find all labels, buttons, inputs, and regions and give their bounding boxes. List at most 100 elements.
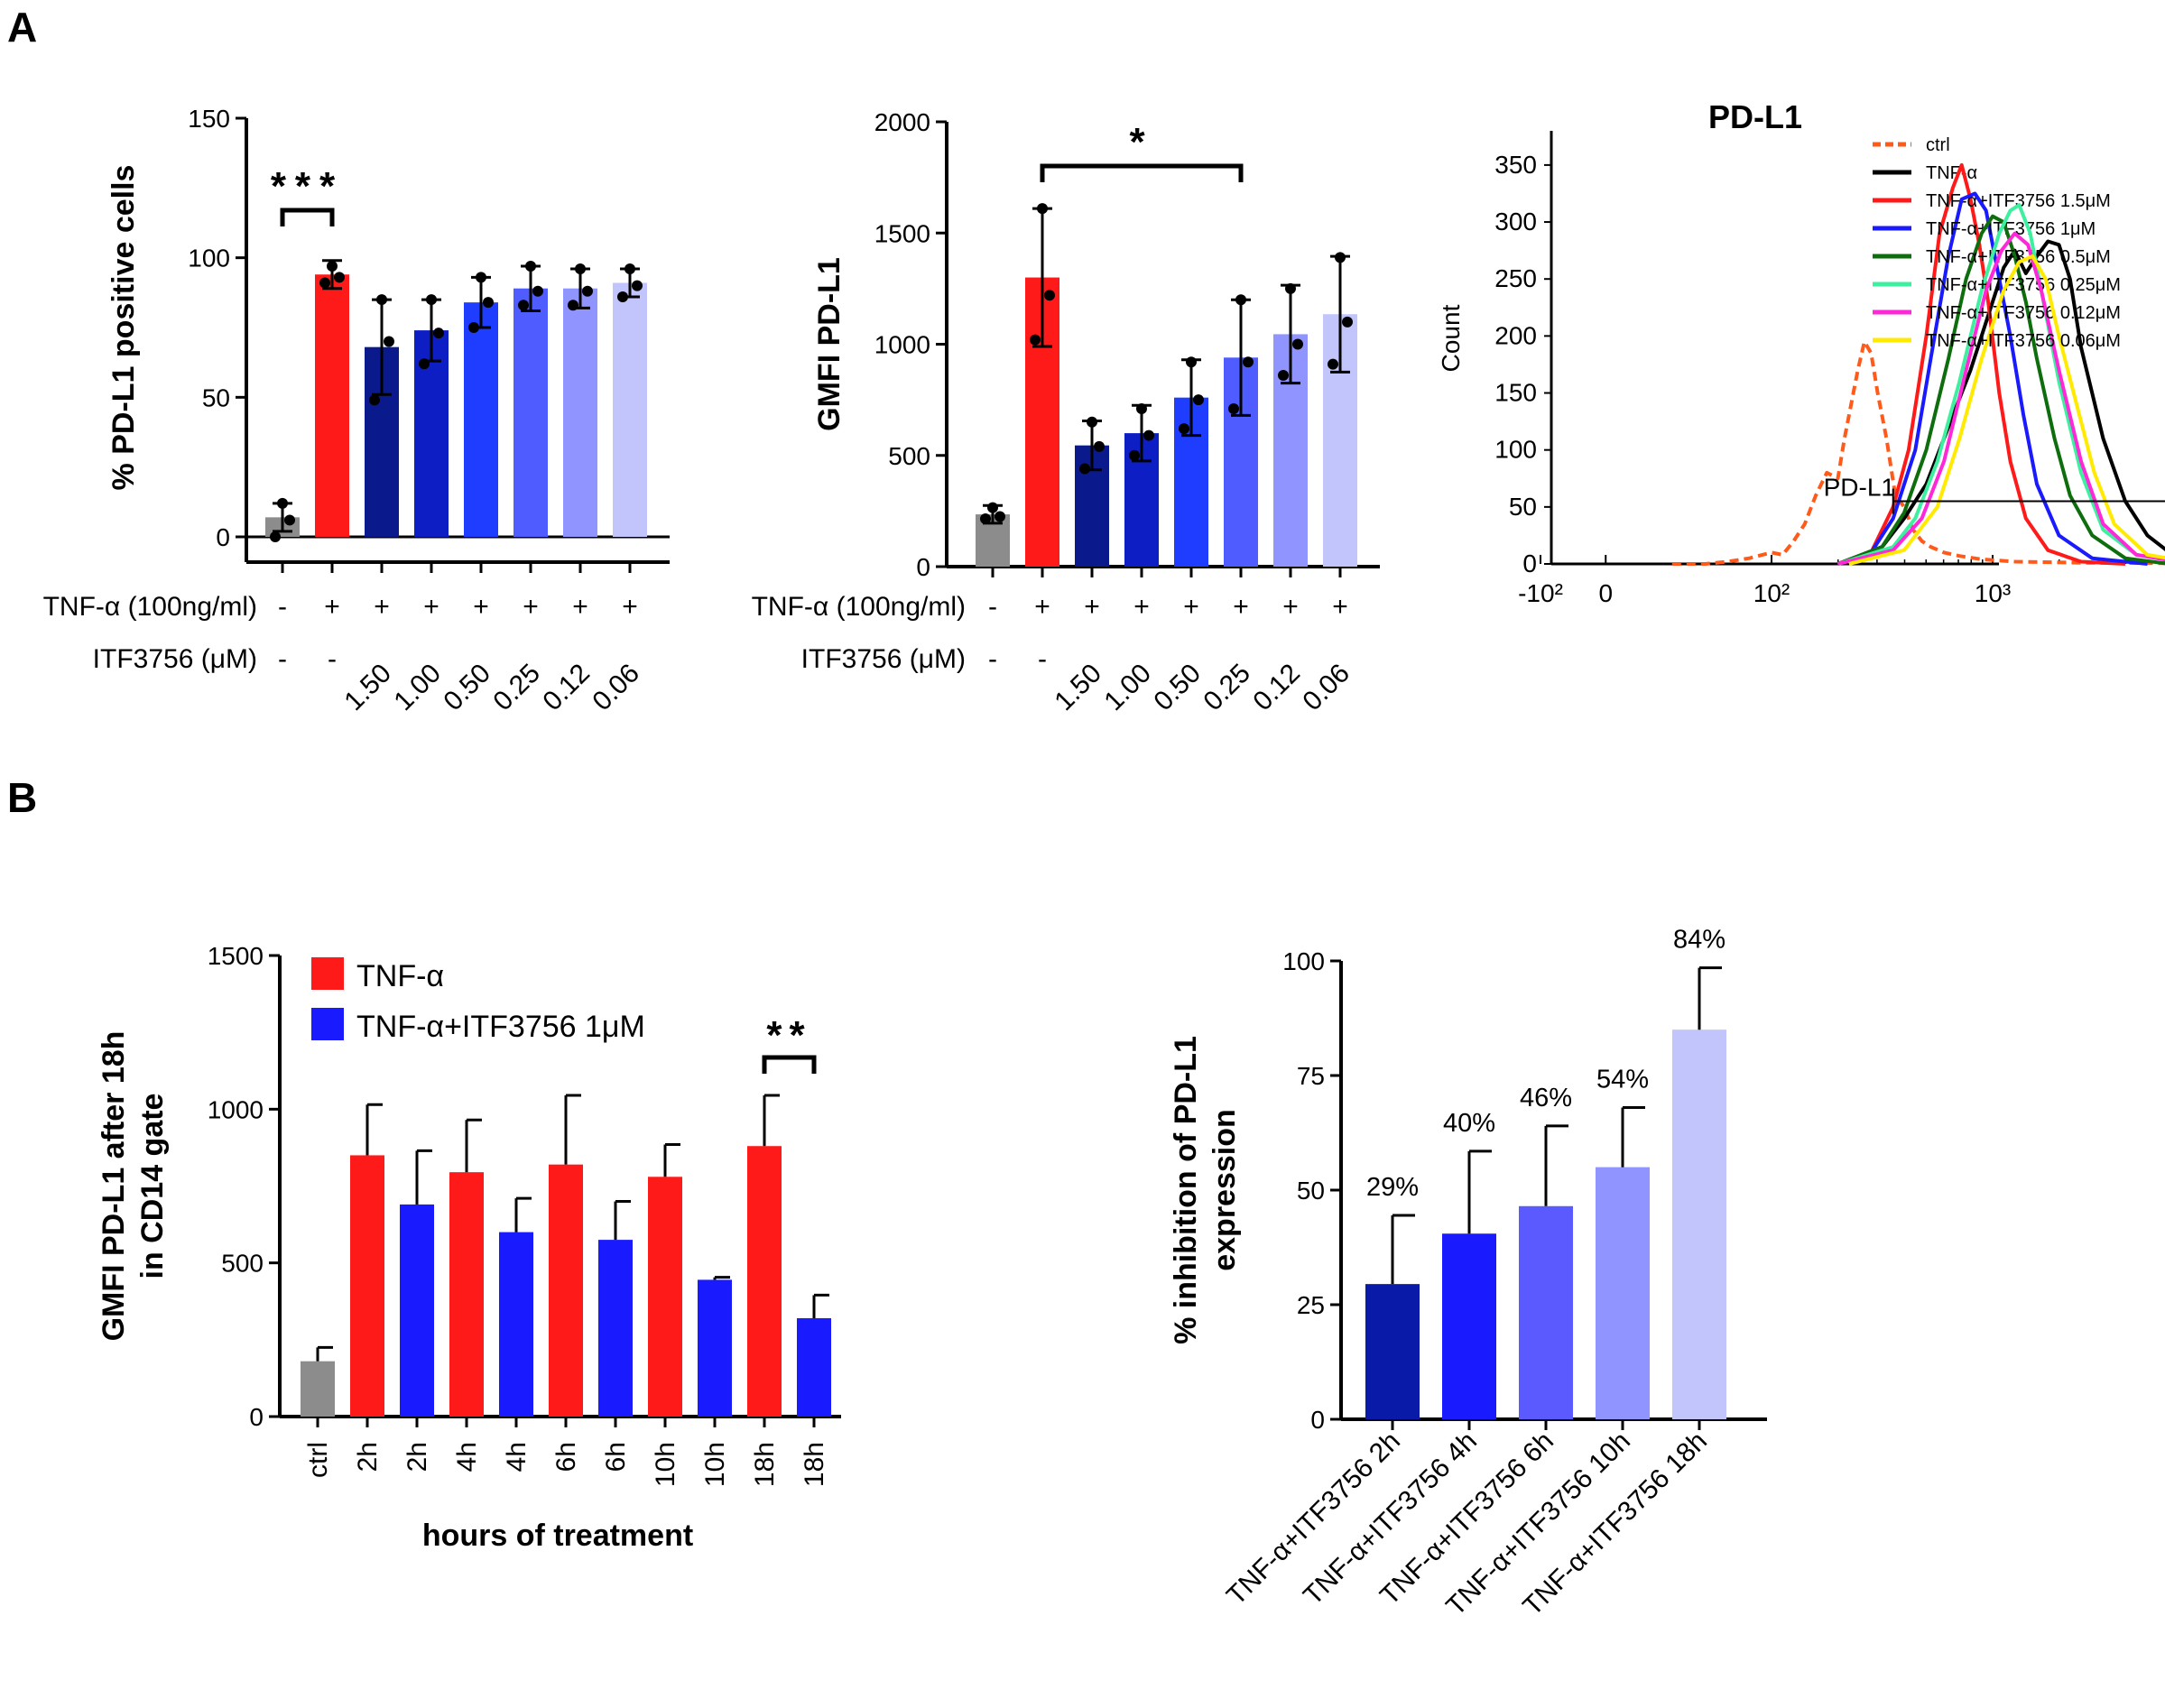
histogram-series-line <box>1837 239 2165 566</box>
data-label: 46% <box>1520 1084 1572 1113</box>
y-axis-label-line2: in CD14 gate <box>135 1094 170 1279</box>
data-point <box>433 328 444 339</box>
histogram-series-line <box>1837 231 2165 566</box>
legend-label: TNF-α+ITF3756 1μM <box>356 1010 645 1044</box>
data-point <box>270 531 281 542</box>
data-point <box>1087 416 1097 428</box>
x-tick-label: 2h <box>353 1442 383 1472</box>
data-point <box>1129 449 1140 461</box>
significance-marker: *** <box>271 164 344 208</box>
legend-label: TNF-α+ITF3756 0.06μM <box>1926 331 2121 351</box>
chart-percent-inhibition: 0 25 50 75 100 % inhibition of PD-L1 expressio… <box>1169 926 1767 1621</box>
tnf-indicator: + <box>1282 592 1299 622</box>
y-tick-label: 250 <box>1494 264 1537 292</box>
itf-concentration-label: 1.50 <box>1049 659 1107 717</box>
y-tick-label: 500 <box>888 442 930 470</box>
legend-label: TNF-α+ITF3756 1.5μM <box>1926 191 2111 211</box>
data-point <box>1342 316 1353 328</box>
data-point <box>582 285 593 297</box>
itf-concentration-label: 0.12 <box>1247 659 1306 717</box>
data-label: 29% <box>1366 1173 1419 1202</box>
legend-label: TNF-α+ITF3756 0.5μM <box>1926 247 2111 267</box>
bar <box>1596 1167 1650 1419</box>
data-point <box>1278 370 1289 382</box>
y-tick-label: 300 <box>1494 208 1537 235</box>
bar <box>301 1361 335 1417</box>
itf-concentration-label: 0.50 <box>438 659 496 717</box>
x-tick-label: 18h <box>800 1442 829 1487</box>
tnf-indicator: + <box>523 592 539 622</box>
tnf-row-label: TNF-α (100ng/ml) <box>43 592 257 622</box>
y-axis-label: Count <box>1437 304 1465 372</box>
tnf-row-label: TNF-α (100ng/ml) <box>752 592 966 622</box>
data-point <box>426 294 437 306</box>
x-tick-label: ctrl <box>303 1442 333 1478</box>
gate-label: PD-L1 <box>1824 474 1895 502</box>
y-tick-label: 1500 <box>208 942 264 970</box>
tnf-indicator: + <box>1084 592 1100 622</box>
y-tick-label: 1000 <box>874 331 930 359</box>
itf-concentration-label: 0.06 <box>587 659 645 717</box>
x-tick-label: 4h <box>452 1442 482 1472</box>
data-point <box>334 272 345 283</box>
y-tick-label: 75 <box>1297 1062 1325 1090</box>
data-point <box>319 277 330 289</box>
y-tick-label: 1000 <box>208 1095 264 1123</box>
data-point <box>376 294 387 306</box>
data-point <box>987 502 998 513</box>
y-axis-label-line1: % inhibition of PD-L1 <box>1169 1036 1203 1344</box>
x-tick-label: 10³ <box>1975 579 2011 607</box>
histogram-title: PD-L1 <box>1708 98 1802 135</box>
x-tick-label: -10² <box>1518 579 1563 607</box>
legend-swatch <box>311 957 344 990</box>
data-point <box>327 260 338 272</box>
tnf-indicator: + <box>622 592 638 622</box>
y-tick-label: 100 <box>1494 436 1537 464</box>
data-point <box>483 297 494 309</box>
itf-indicator: - <box>328 644 337 674</box>
tnf-indicator: + <box>572 592 588 622</box>
y-tick-label: 0 <box>916 553 930 581</box>
histogram-series-line <box>1837 191 2148 566</box>
y-tick-label: 0 <box>1522 549 1537 577</box>
data-point <box>1136 402 1147 414</box>
x-tick-label: 18h <box>750 1442 780 1487</box>
tnf-indicator: + <box>1034 592 1050 622</box>
x-tick-label: 10² <box>1753 579 1790 607</box>
y-tick-label: 2000 <box>874 108 930 136</box>
y-axis-label: GMFI PD-L1 <box>812 257 847 431</box>
data-point <box>419 358 430 370</box>
panel-label-b: B <box>7 774 37 821</box>
data-point <box>1143 429 1154 441</box>
panel-label-a: A <box>7 4 37 51</box>
data-point <box>625 263 635 275</box>
itf-concentration-label: 1.50 <box>338 659 397 717</box>
chart-gmfi-pdl1: 0 500 1000 1500 2000 GMFI PD-L1 - - + - +1.50 +1.00… <box>752 108 1380 716</box>
itf-concentration-label: 0.25 <box>487 659 546 717</box>
significance-marker: ** <box>766 1013 811 1057</box>
data-point <box>1094 440 1105 452</box>
legend-label: TNF-α+ITF3756 1μM <box>1926 219 2096 239</box>
histogram-series-line <box>1848 254 2165 566</box>
tnf-indicator: - <box>988 592 997 622</box>
data-point <box>384 336 394 347</box>
bar <box>563 288 597 537</box>
chart-gmfi-time-course: 0 500 1000 1500 GMFI PD-L1 after 18h in CD14 … <box>97 942 841 1553</box>
bar <box>1442 1233 1496 1419</box>
itf-indicator: - <box>988 644 997 674</box>
y-tick-label: 0 <box>216 523 230 551</box>
y-axis-label: % PD-L1 positive cells <box>106 165 141 491</box>
x-axis-label: hours of treatment <box>422 1519 693 1553</box>
x-tick-label: 6h <box>551 1442 581 1472</box>
y-tick-label: 100 <box>1282 947 1325 975</box>
data-point <box>1285 282 1296 294</box>
histogram-series-line <box>1837 162 2126 566</box>
itf-concentration-label: 1.00 <box>388 659 447 717</box>
data-point <box>1044 290 1055 301</box>
bar <box>1519 1205 1573 1419</box>
bar <box>698 1279 732 1417</box>
x-tick-label: 10h <box>700 1442 730 1487</box>
y-tick-label: 150 <box>1494 379 1537 407</box>
